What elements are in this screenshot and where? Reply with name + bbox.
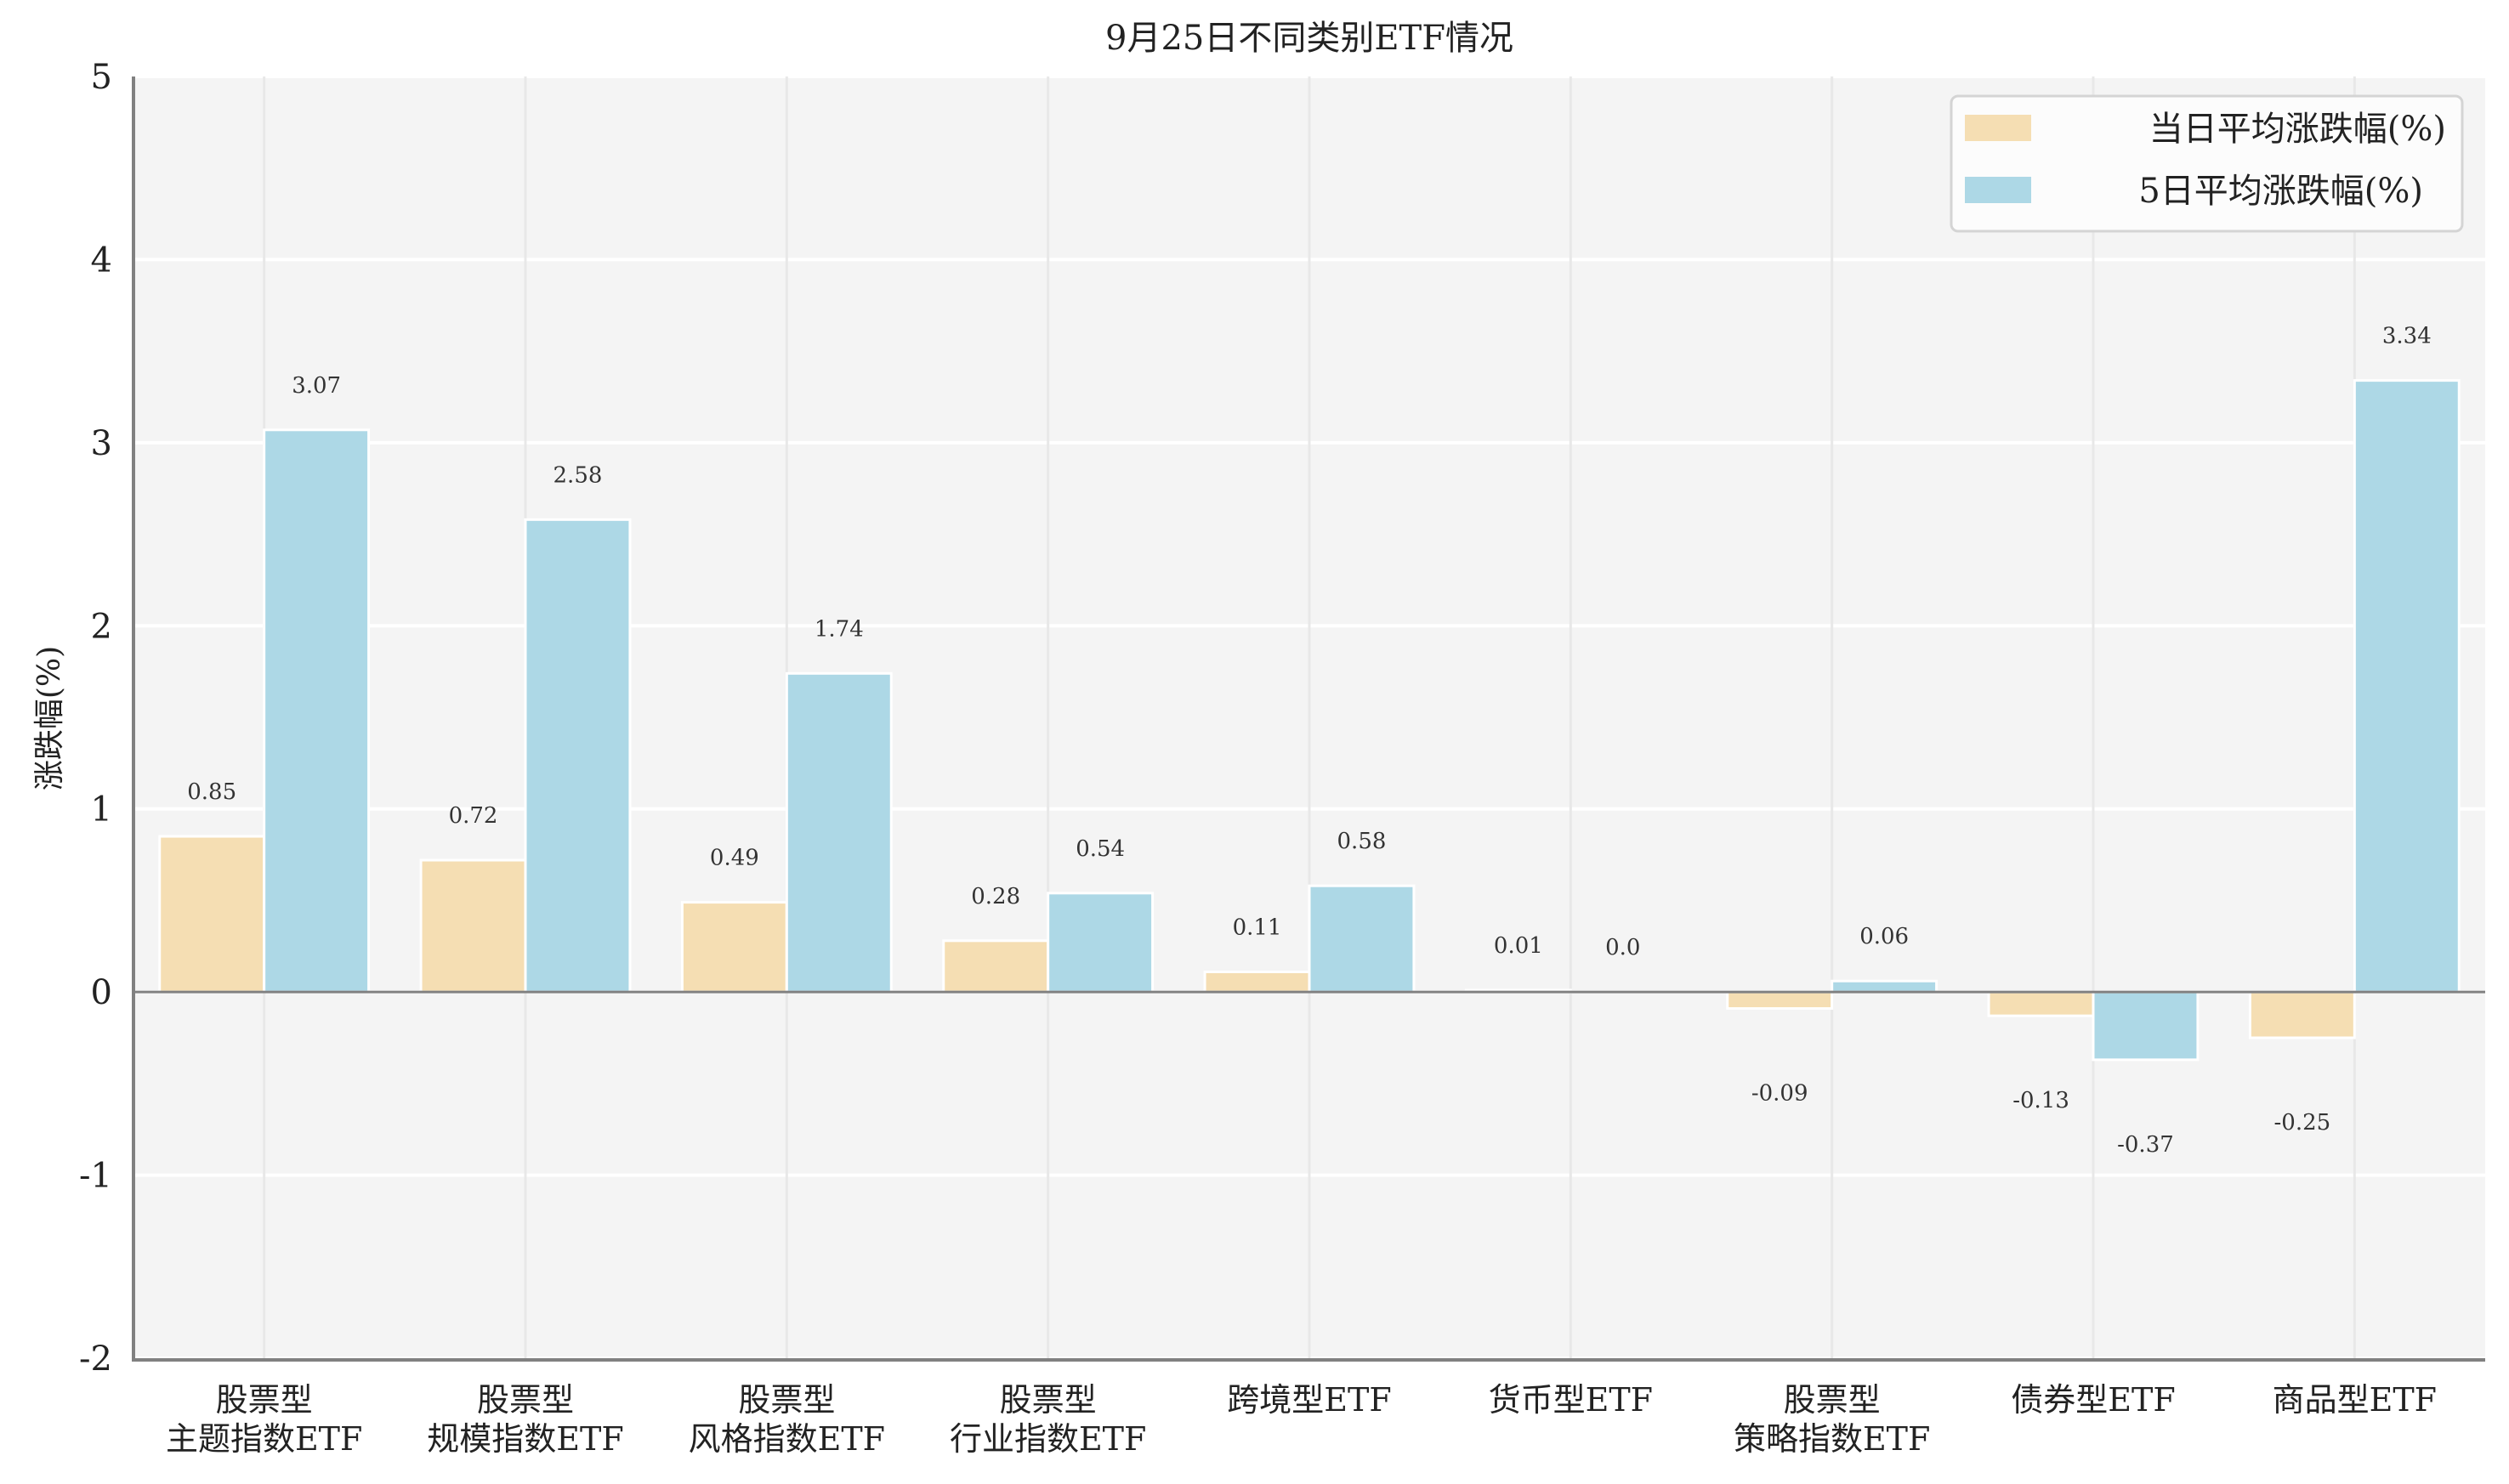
x-tick-label-line: 股票型 [1784,1381,1881,1419]
x-tick-label-line: 商品型ETF [2273,1381,2437,1419]
bar-5day [2092,990,2200,1062]
value-label: 0.58 [1337,829,1387,854]
x-tick-label: 股票型主题指数ETF [166,1381,362,1458]
y-tick-label: 5 [91,58,112,97]
x-tick-label: 股票型行业指数ETF [950,1381,1146,1458]
x-tick-label-line: 规模指数ETF [427,1420,623,1458]
bar-daily [419,858,527,994]
y-tick-label: 0 [91,973,112,1012]
value-label: 3.34 [2382,324,2432,349]
bars-group [158,379,2461,1062]
chart-title: 9月25日不同类别ETF情况 [1105,19,1513,58]
bar-daily [680,901,788,994]
legend: 当日平均涨跌幅(%) 5日平均涨跌幅(%) [1950,94,2464,233]
bar-5day [524,518,632,994]
value-label: 0.54 [1076,836,1125,862]
value-label: 0.11 [1233,915,1282,940]
value-label: -0.25 [2274,1110,2331,1136]
bar-5day [263,428,371,994]
bar-daily [158,835,266,994]
value-label: 0.49 [710,846,759,871]
x-tick-label-line: 债券型ETF [2011,1381,2175,1419]
value-label: -0.37 [2117,1132,2174,1158]
value-label: 0.0 [1605,935,1640,960]
legend-swatch-daily [1965,115,2031,141]
bar-daily [1726,990,1834,1011]
x-tick-label: 股票型风格指数ETF [689,1381,885,1458]
x-tick-label-line: 主题指数ETF [166,1420,362,1458]
y-tick-labels: 5 4 3 2 1 0 -1 -2 [79,58,112,1379]
x-tick-label-line: 行业指数ETF [950,1420,1146,1458]
value-label: 2.58 [553,462,603,488]
value-label: 0.72 [449,803,498,829]
x-tick-label-line: 货币型ETF [1489,1381,1653,1419]
bar-5day [1308,884,1416,994]
value-label: 0.28 [971,884,1020,909]
x-tick-label-line: 跨境型ETF [1227,1381,1391,1419]
value-label: 1.74 [815,616,864,642]
bar-daily [1203,970,1311,994]
bar-5day [785,671,893,994]
x-tick-label: 跨境型ETF [1227,1381,1391,1419]
value-label: -0.13 [2012,1088,2069,1113]
y-tick-label: -2 [79,1340,112,1379]
y-tick-label: 3 [91,424,112,463]
legend-label-5day: 5日平均涨跌幅(%) [2138,172,2423,211]
bar-5day [1831,979,1939,994]
y-axis-label: 涨跌幅(%) [32,646,67,790]
x-tick-label-line: 股票型 [1000,1381,1097,1419]
bar-5day [1047,892,1155,994]
x-tick-label-line: 策略指数ETF [1734,1420,1930,1458]
x-tick-label-line: 股票型 [216,1381,313,1419]
value-label: 0.85 [187,779,236,805]
x-tick-label: 债券型ETF [2011,1381,2175,1419]
x-tick-label-line: 股票型 [477,1381,574,1419]
x-tick-label: 货币型ETF [1489,1381,1653,1419]
value-label: -0.09 [1751,1081,1808,1107]
bar-daily [2248,990,2356,1039]
x-tick-label-line: 风格指数ETF [689,1420,885,1458]
value-label: 0.01 [1494,933,1543,959]
value-label: 0.06 [1859,924,1909,949]
x-tick-label: 股票型策略指数ETF [1734,1381,1930,1458]
x-tick-labels: 股票型主题指数ETF股票型规模指数ETF股票型风格指数ETF股票型行业指数ETF… [166,1381,2437,1458]
value-label: 3.07 [292,373,341,399]
y-tick-label: 1 [91,790,112,830]
y-tick-label: 2 [91,607,112,646]
y-tick-label: -1 [79,1157,112,1196]
value-labels: 0.85 0.72 0.49 0.28 0.11 0.01 -0.09 -0.13 -0.25 3… [187,324,2431,1158]
legend-swatch-5day [1965,177,2031,203]
legend-label-daily: 当日平均涨跌幅(%) [2149,110,2446,149]
bar-daily [942,939,1050,994]
legend-box [1950,94,2464,233]
x-tick-label-line: 股票型 [738,1381,835,1419]
x-tick-label: 股票型规模指数ETF [427,1381,623,1458]
bar-5day [2353,379,2461,994]
y-tick-label: 4 [91,241,112,280]
x-tick-label: 商品型ETF [2273,1381,2437,1419]
bar-daily [1987,990,2095,1017]
